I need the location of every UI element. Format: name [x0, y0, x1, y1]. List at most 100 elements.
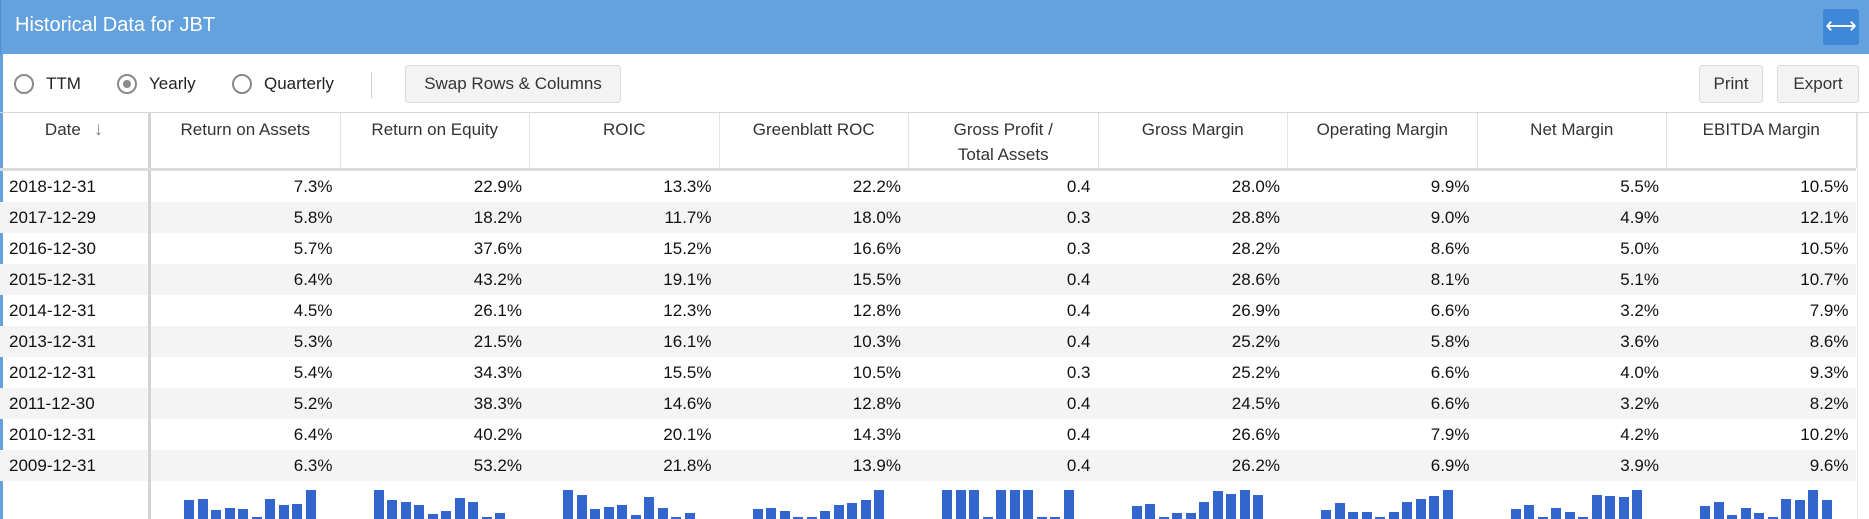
- table-cell: 8.1%: [1430, 270, 1470, 289]
- table-cell: 0.4: [1066, 270, 1091, 289]
- table-cell: 10.5%: [1800, 177, 1849, 196]
- sparkline-bar: [1334, 503, 1345, 519]
- sparkline-bar: [1727, 515, 1737, 519]
- table-row: [0, 388, 1856, 419]
- sparkline-bar: [454, 497, 465, 519]
- sparkline-bar: [1794, 500, 1805, 519]
- column-header[interactable]: Net Margin: [1478, 113, 1667, 168]
- column-header[interactable]: Return on Assets: [151, 113, 341, 168]
- sparkline-bar: [265, 498, 275, 519]
- table-cell: 11.7%: [664, 208, 712, 227]
- table-cell: 6.9%: [1430, 456, 1470, 475]
- sparkline-bar: [1145, 503, 1155, 519]
- table-cell: 10.5%: [852, 363, 901, 382]
- table-cell: 21.5%: [473, 332, 522, 351]
- date-cell: 2017-12-29: [9, 208, 96, 227]
- radio-quarterly[interactable]: Quarterly: [232, 72, 334, 96]
- table-cell: 8.6%: [1809, 332, 1849, 351]
- column-header[interactable]: EBITDA Margin: [1667, 113, 1857, 168]
- radio-yearly-circle[interactable]: [117, 74, 137, 94]
- table-cell: 9.9%: [1430, 177, 1470, 196]
- column-header[interactable]: ROIC: [530, 113, 720, 168]
- sparkline-bar: [1063, 490, 1074, 519]
- sparkline-bar: [671, 517, 681, 519]
- table-cell: 21.8%: [663, 456, 712, 475]
- column-header[interactable]: Gross Margin: [1099, 113, 1288, 168]
- table-cell: 24.5%: [1231, 394, 1280, 413]
- export-button[interactable]: Export: [1777, 65, 1859, 103]
- table-cell: 14.6%: [663, 394, 712, 413]
- sparkline-bar: [779, 511, 790, 519]
- table-cell: 7.3%: [293, 177, 333, 196]
- table-cell: 38.3%: [473, 394, 522, 413]
- table-cell: 22.2%: [852, 177, 901, 196]
- sparkline-bar: [874, 490, 884, 519]
- table-cell: 5.7%: [293, 239, 333, 258]
- table-cell: 0.4: [1066, 394, 1091, 413]
- table-cell: 5.3%: [293, 332, 333, 351]
- swap-rows-columns-button[interactable]: Swap Rows & Columns: [405, 65, 621, 103]
- table-cell: 6.4%: [293, 425, 333, 444]
- sparkline-bar: [996, 490, 1006, 519]
- date-cell: 2009-12-31: [9, 456, 96, 475]
- sparkline-bar: [1618, 497, 1629, 519]
- table-cell: 5.4%: [293, 363, 333, 382]
- sparkline-bar: [1564, 512, 1575, 519]
- window-title: Historical Data for JBT: [15, 14, 216, 36]
- column-header-label: ROIC: [603, 120, 646, 139]
- sparkline-bar: [224, 508, 235, 519]
- sparkline-bar: [184, 499, 194, 519]
- data-table: Date ↓ Return on Assets 7.3% 5.8% 5.7% 6.4% 4…: [0, 113, 1869, 519]
- radio-ttm[interactable]: TTM: [14, 72, 81, 96]
- table-row: [0, 326, 1856, 357]
- sparkline-bar: [603, 506, 614, 519]
- sparkline-bar: [1361, 511, 1372, 519]
- sparkline-bar: [833, 505, 844, 519]
- table-cell: 20.1%: [663, 425, 712, 444]
- radio-ttm-circle[interactable]: [14, 74, 34, 94]
- sparkline-bar: [1821, 500, 1832, 519]
- sparkline-bar: [1591, 494, 1602, 519]
- print-button[interactable]: Print: [1699, 65, 1763, 103]
- column-header-label: Greenblatt ROC: [752, 120, 875, 139]
- vertical-scrollbar[interactable]: [1857, 113, 1869, 519]
- sparkline-bar: [1415, 498, 1426, 519]
- date-cell: 2016-12-30: [9, 239, 96, 258]
- table-cell: 6.3%: [293, 456, 333, 475]
- sparkline-bar: [211, 510, 221, 519]
- table-cell: 16.6%: [852, 239, 901, 258]
- sparkline-bar: [1375, 517, 1385, 519]
- column-header[interactable]: Greenblatt ROC: [720, 113, 909, 168]
- sparkline: [184, 480, 316, 519]
- expand-icon[interactable]: ⟷: [1823, 9, 1859, 45]
- sparkline-bar: [1510, 508, 1521, 519]
- date-cell: 2012-12-31: [9, 363, 96, 382]
- column-header[interactable]: Operating Margin: [1288, 113, 1478, 168]
- table-cell: 5.8%: [293, 208, 333, 227]
- table-cell: 28.0%: [1231, 177, 1280, 196]
- column-header-label: Gross Margin: [1141, 120, 1244, 139]
- sparkline: [373, 480, 505, 519]
- table-cell: 3.2%: [1620, 301, 1659, 320]
- column-header[interactable]: Gross Profit / Total Assets: [909, 113, 1099, 168]
- sort-arrow-down-icon[interactable]: ↓: [93, 119, 104, 140]
- table-cell: 4.5%: [293, 301, 333, 320]
- table-cell: 28.8%: [1231, 208, 1280, 227]
- column-header[interactable]: Return on Equity: [341, 113, 530, 168]
- table-cell: 12.8%: [852, 394, 901, 413]
- table-cell: 22.9%: [473, 177, 522, 196]
- sparkline-bar: [617, 505, 627, 519]
- sparkline-bar: [847, 502, 857, 519]
- radio-yearly[interactable]: Yearly: [117, 72, 196, 96]
- date-header[interactable]: Date ↓: [0, 113, 148, 168]
- radio-quarterly-circle[interactable]: [232, 74, 252, 94]
- sparkline-bar: [1388, 511, 1399, 519]
- sparkline-bar: [1158, 517, 1169, 519]
- sparkline-bar: [684, 512, 695, 519]
- sparkline-bar: [1537, 517, 1548, 519]
- table-cell: 10.5%: [1800, 239, 1849, 258]
- sparkline-bar: [427, 514, 438, 519]
- table-cell: 5.8%: [1430, 332, 1470, 351]
- sparkline-bar: [251, 517, 262, 519]
- sparkline-bar: [238, 509, 248, 519]
